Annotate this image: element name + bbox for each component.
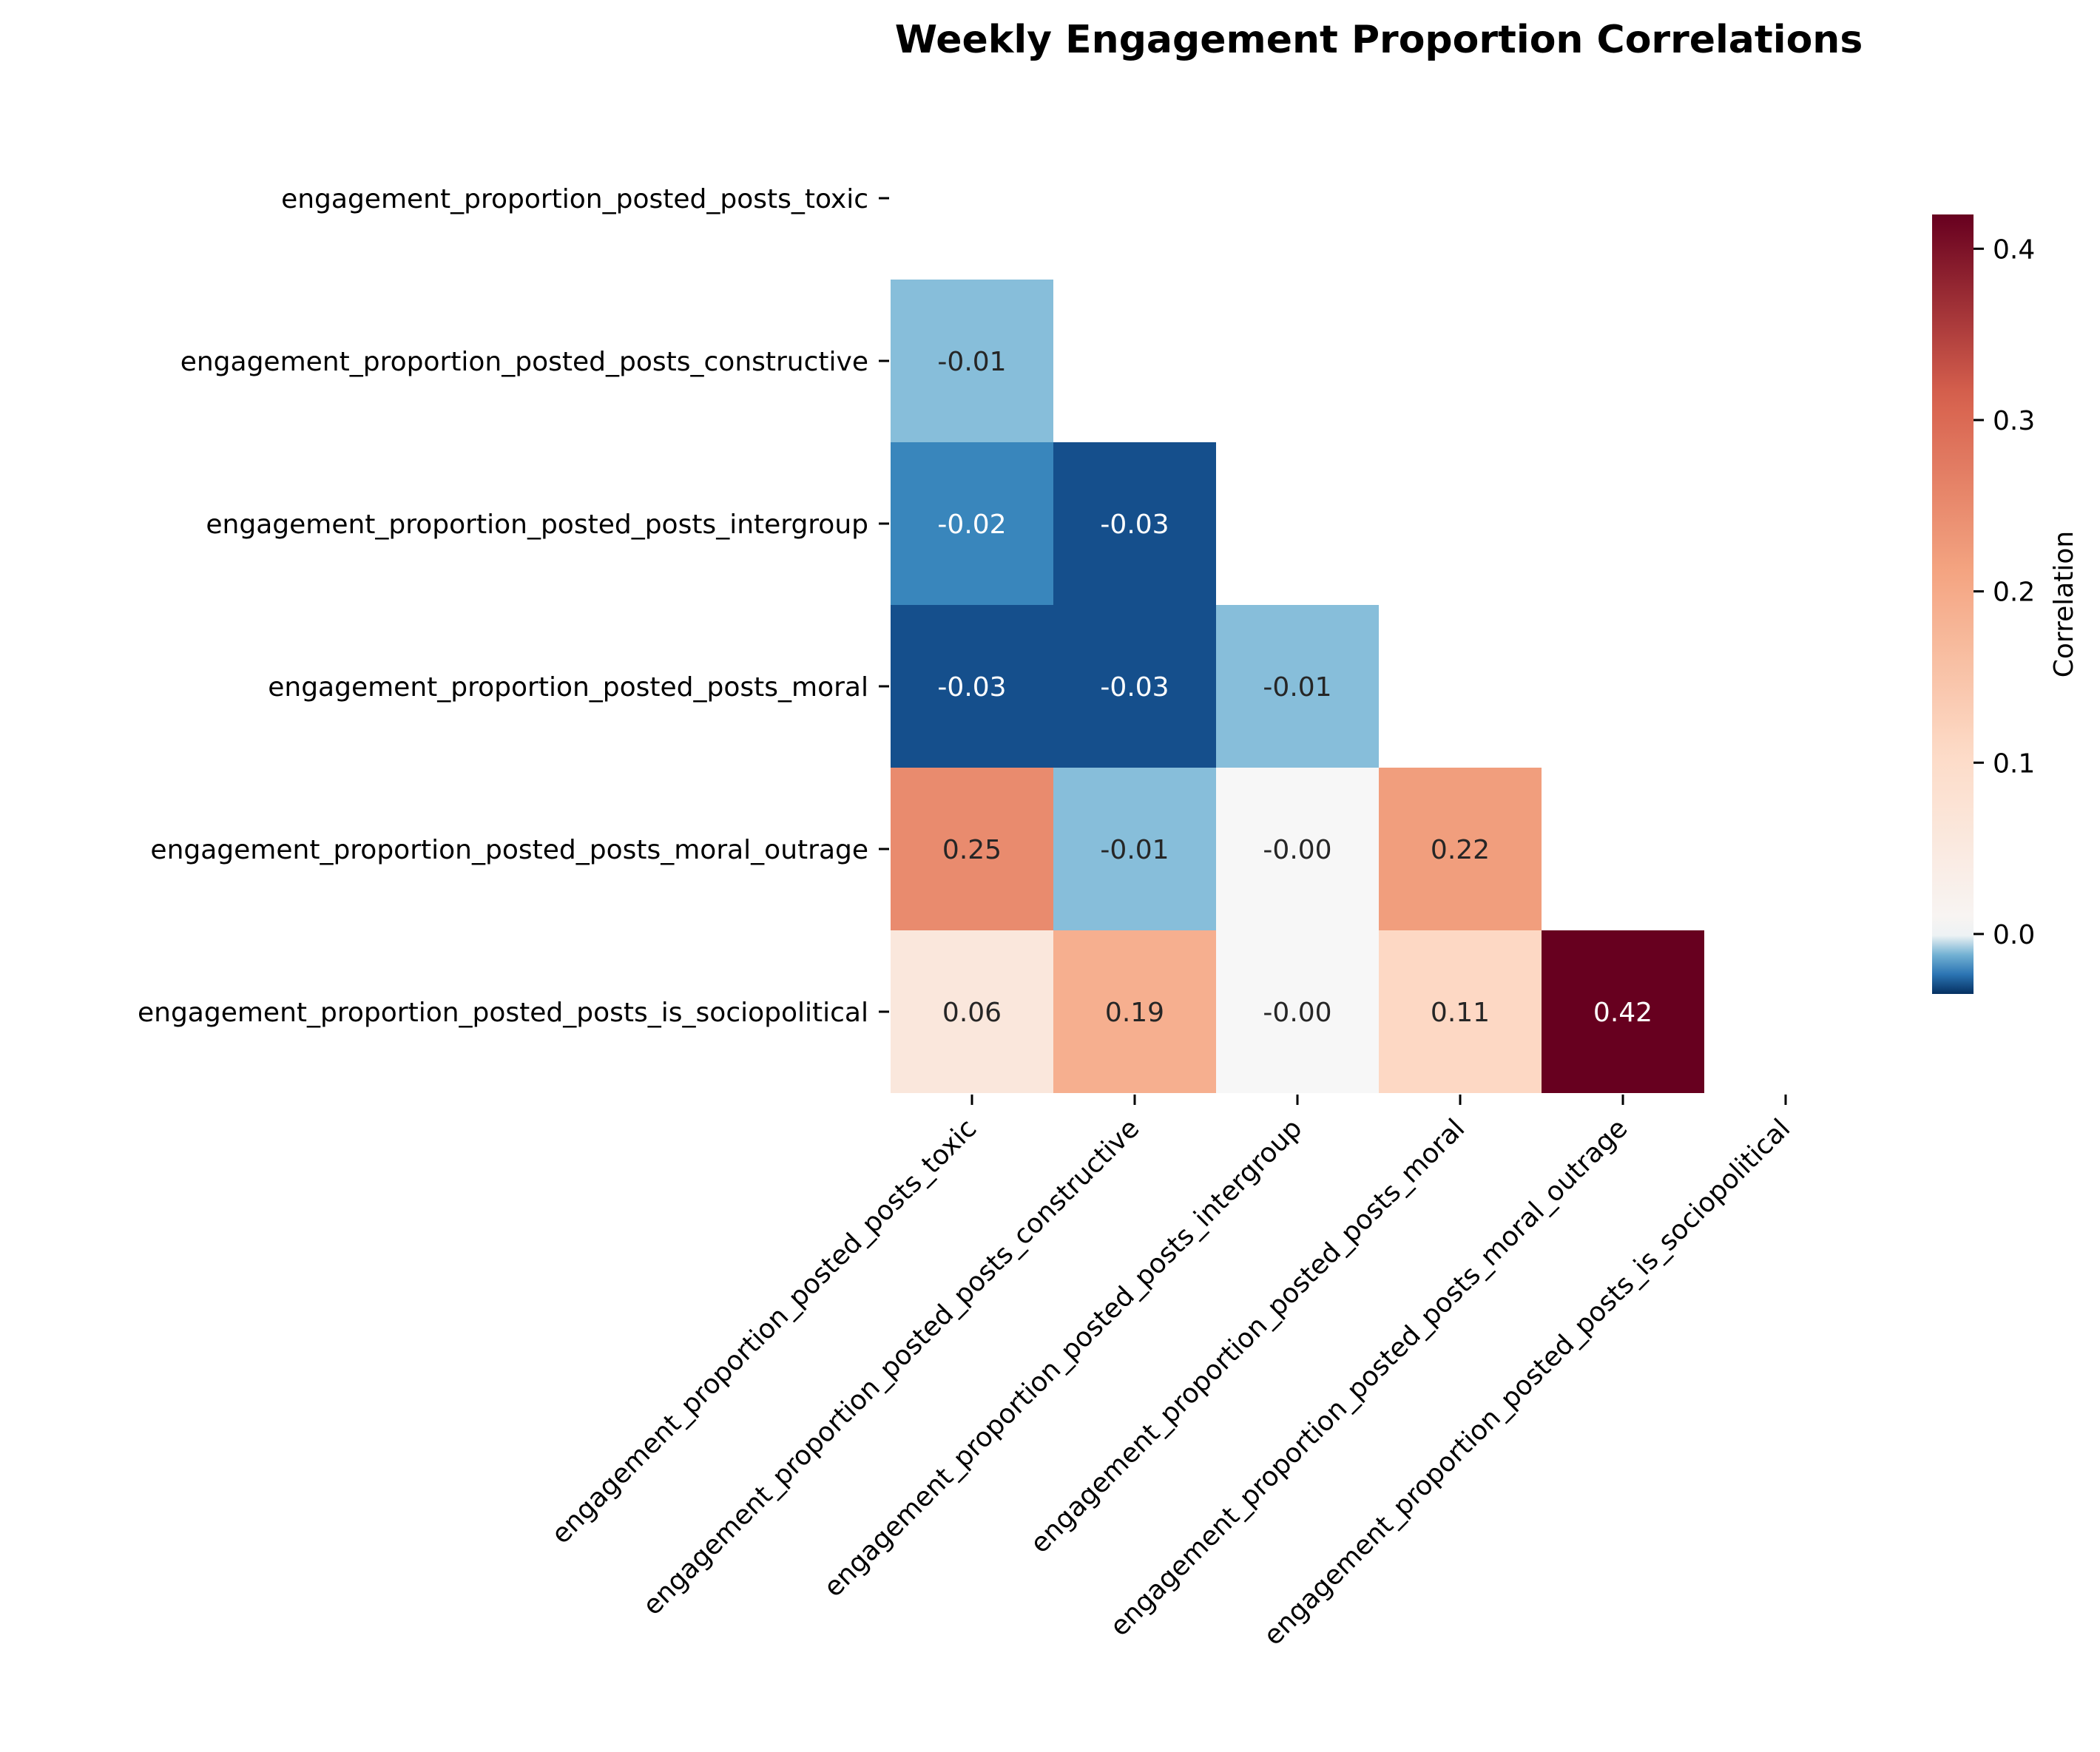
heatmap-cell-r2-c1: [1053, 442, 1216, 605]
y-tick-label: engagement_proportion_posted_posts_inter…: [206, 510, 868, 540]
heatmap-cell-r5-c0: [891, 930, 1053, 1093]
heatmap-cell-r4-c1: [1053, 768, 1216, 930]
colorbar-label: Correlation: [2049, 531, 2079, 678]
cell-value-label: -0.03: [937, 672, 1006, 703]
cell-value-label: -0.01: [1100, 835, 1169, 865]
y-tick-label: engagement_proportion_posted_posts_moral: [268, 672, 868, 703]
heatmap-cell-r4-c3: [1379, 768, 1542, 930]
heatmap-cell-r4-c2: [1216, 768, 1379, 930]
heatmap-cell-r5-c1: [1053, 930, 1216, 1093]
heatmap-cell-r3-c1: [1053, 605, 1216, 768]
heatmap-cell-r5-c4: [1542, 930, 1704, 1093]
colorbar: 0.0 0.1 0.2 0.3 0.4 Correlation: [1932, 214, 2079, 994]
cell-value-label: -0.00: [1263, 835, 1331, 865]
heatmap-cell-r2-c0: [891, 442, 1053, 605]
heatmap-cell-labels: -0.01 -0.02 -0.03 -0.03 -0.03 -0.01 0.25 -0.01 -…: [937, 347, 1652, 1028]
cell-value-label: 0.11: [1431, 998, 1490, 1028]
x-axis: engagement_proportion_posted_posts_toxic…: [546, 1095, 1796, 1651]
cell-value-label: -0.01: [1263, 672, 1331, 703]
y-tick-label: engagement_proportion_posted_posts_is_so…: [138, 998, 868, 1028]
cell-value-label: -0.03: [1100, 510, 1169, 540]
y-tick-label: engagement_proportion_posted_posts_moral…: [150, 835, 868, 865]
heatmap-cell-r5-c3: [1379, 930, 1542, 1093]
colorbar-tick-label: 0.1: [1993, 748, 2035, 779]
chart-title: Weekly Engagement Proportion Correlation…: [895, 18, 1863, 62]
y-axis: engagement_proportion_posted_posts_toxic…: [138, 184, 889, 1028]
heatmap-cell-r3-c0: [891, 605, 1053, 768]
y-tick-label: engagement_proportion_posted_posts_toxic: [281, 184, 868, 214]
cell-value-label: -0.00: [1263, 998, 1331, 1028]
cell-value-label: 0.19: [1105, 998, 1164, 1028]
colorbar-tick-label: 0.0: [1993, 920, 2035, 950]
cell-value-label: 0.22: [1431, 835, 1490, 865]
cell-value-label: -0.02: [937, 510, 1006, 540]
heatmap-cell-r5-c2: [1216, 930, 1379, 1093]
cell-value-label: -0.03: [1100, 672, 1169, 703]
colorbar-tick-label: 0.3: [1993, 406, 2035, 436]
cell-value-label: -0.01: [937, 347, 1006, 377]
x-tick-label: engagement_proportion_posted_posts_is_so…: [1258, 1113, 1797, 1651]
heatmap-cell-r3-c2: [1216, 605, 1379, 768]
colorbar-gradient: [1932, 214, 1974, 994]
cell-value-label: 0.06: [942, 998, 1002, 1028]
heatmap-cells: [891, 280, 1704, 1093]
colorbar-tick-label: 0.4: [1993, 234, 2035, 265]
heatmap-cell-r1-c0: [891, 280, 1053, 442]
cell-value-label: 0.25: [942, 835, 1002, 865]
cell-value-label: 0.42: [1593, 998, 1652, 1028]
colorbar-tick-label: 0.2: [1993, 578, 2035, 608]
y-tick-label: engagement_proportion_posted_posts_const…: [180, 347, 868, 377]
heatmap-cell-r4-c0: [891, 768, 1053, 930]
